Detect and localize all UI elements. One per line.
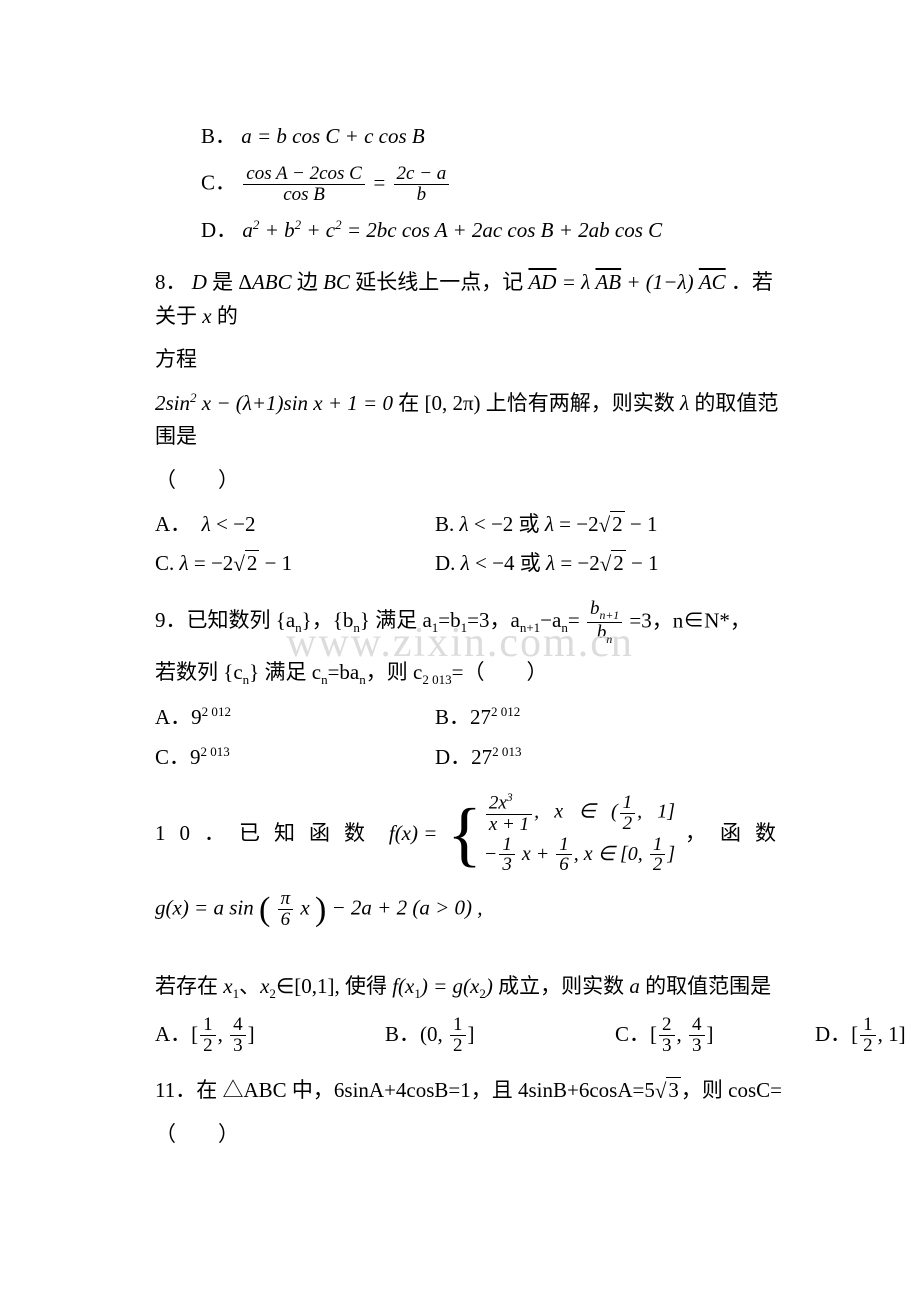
fraction: bn+1 bn <box>587 599 622 646</box>
q10-stem-line1: 10．已知函数 f(x) = { 2x3 x + 1 , x ∈ (12, 1]… <box>155 792 790 875</box>
left-paren-icon: ( <box>259 896 270 924</box>
q10-stem-line3: 若存在 x1、x2∈[0,1], 使得 f(x1) = g(x2) 成立，则实数… <box>155 970 790 1005</box>
q8-options-row2: C. λ = −22 − 1 D. λ < −4 或 λ = −22 − 1 <box>155 547 790 581</box>
numerator: π <box>278 889 294 909</box>
text: C．92 013 <box>155 745 230 769</box>
gx-label: g(x) = a sin <box>155 896 254 920</box>
q8-option-B: B. λ < −2 或 λ = −22 − 1 <box>435 508 717 542</box>
q10-options-row: A．[12, 43] B．(0, 12] C．[23, 43] D．[12, 1… <box>155 1015 790 1056</box>
text: − 2a + 2 (a > 0) , <box>332 896 483 920</box>
text: C．[23, 43] <box>615 1022 714 1046</box>
q10-option-D: D．[12, 1] <box>815 1015 920 1056</box>
q9-option-A: A．92 012 <box>155 701 435 735</box>
text: ，函数 <box>685 817 790 851</box>
q11-blank: （ ） <box>155 1118 790 1152</box>
fraction: cos A − 2cos C cos B <box>243 164 365 205</box>
option-label: B． <box>201 124 236 148</box>
text: B. λ < −2 或 λ = −22 − 1 <box>435 512 657 536</box>
numerator: 2x3 <box>486 792 532 813</box>
text: = λ <box>562 270 591 294</box>
text: 是 ΔABC 边 BC 延长线上一点，记 <box>212 270 528 294</box>
q10-option-A: A．[12, 43] <box>155 1015 385 1056</box>
q9-option-D: D．272 013 <box>435 741 581 775</box>
text: 若数列 {cn} 满足 cn=ban，则 c2 013=（ ） <box>155 660 548 684</box>
q9-stem-line2: 若数列 {cn} 满足 cn=ban，则 c2 013=（ ） <box>155 656 790 691</box>
denominator: bn <box>587 622 622 646</box>
q11-stem-line1: 11．在 △ABC 中，6sinA+4cosB=1，且 4sinB+6cosA=… <box>155 1074 790 1108</box>
denominator: cos B <box>243 184 365 205</box>
q-number: 8． <box>155 270 187 294</box>
fraction: π 6 <box>278 889 294 930</box>
formula-text: a2 + b2 + c2 = 2bc cos A + 2ac cos B + 2… <box>242 218 662 242</box>
text: 若存在 x1、x2∈[0,1], 使得 f(x1) = g(x2) 成立，则实数… <box>155 974 771 998</box>
denominator: x + 1 <box>486 814 532 835</box>
q9-options-row1: A．92 012 B．272 012 <box>155 701 790 735</box>
numerator: cos A − 2cos C <box>243 164 365 184</box>
q9-option-B: B．272 012 <box>435 701 580 735</box>
text: B．272 012 <box>435 705 520 729</box>
q7-option-D: D． a2 + b2 + c2 = 2bc cos A + 2ac cos B … <box>155 214 790 248</box>
piecewise-brace: { 2x3 x + 1 , x ∈ (12, 1] −13 x + 16, x … <box>447 792 675 875</box>
q8-option-D: D. λ < −4 或 λ = −22 − 1 <box>435 547 719 581</box>
text: C. λ = −22 − 1 <box>155 551 292 575</box>
piecewise-content: 2x3 x + 1 , x ∈ (12, 1] −13 x + 16, x ∈ … <box>484 792 675 875</box>
q10-gx-line: g(x) = a sin ( π 6 x ) − 2a + 2 (a > 0) … <box>155 889 790 930</box>
brace-icon: { <box>447 798 482 870</box>
q8-option-A: A． λ < −2 <box>155 508 435 542</box>
text: A．92 012 <box>155 705 231 729</box>
q10-option-B: B．(0, 12] <box>385 1015 615 1056</box>
text: x <box>300 896 309 920</box>
q10-option-C: C．[23, 43] <box>615 1015 815 1056</box>
q8-stem-line3: 2sin2 x − (λ+1)sin x + 1 = 0 在 [0, 2π) 上… <box>155 387 790 454</box>
fraction: 2c − a b <box>394 164 450 205</box>
text: A． λ < −2 <box>155 512 255 536</box>
equals: = <box>372 170 391 194</box>
vector: AB <box>595 270 621 294</box>
text: D．[12, 1] <box>815 1022 906 1046</box>
q9-options-row2: C．92 013 D．272 013 <box>155 741 790 775</box>
document-page: www.zixin.com.cn B． a = b cos C + c cos … <box>0 0 920 1302</box>
text: B．(0, 12] <box>385 1022 475 1046</box>
numerator: 2c − a <box>394 164 450 184</box>
q7-option-C: C． cos A − 2cos C cos B = 2c − a b <box>155 164 790 205</box>
numerator: bn+1 <box>587 599 622 622</box>
q9-stem-line1: 9．已知数列 {an}，{bn} 满足 a1=b1=3，an+1−an= bn+… <box>155 599 790 646</box>
option-label: C． <box>201 170 236 194</box>
fx-label: f(x) = <box>389 817 438 851</box>
text: D. λ < −4 或 λ = −22 − 1 <box>435 551 659 575</box>
piece-2: −13 x + 16, x ∈ [0, 12] <box>484 835 675 876</box>
text: A．[12, 43] <box>155 1022 255 1046</box>
denominator: b <box>394 184 450 205</box>
denominator: 6 <box>278 909 294 930</box>
right-paren-icon: ) <box>315 896 326 924</box>
option-label: D． <box>201 218 237 242</box>
formula-text: 2sin2 x − (λ+1)sin x + 1 = 0 <box>155 391 393 415</box>
q9-option-C: C．92 013 <box>155 741 435 775</box>
text: 11．在 △ABC 中，6sinA+4cosB=1，且 4sinB+6cosA=… <box>155 1078 782 1102</box>
q8-stem-line1: 8． D 是 ΔABC 边 BC 延长线上一点，记 AD = λ AB + (1… <box>155 266 790 333</box>
vector: AD <box>528 270 556 294</box>
text: D <box>192 270 207 294</box>
text: 9．已知数列 {an}，{bn} 满足 a1=b1=3，an+1−an= <box>155 608 580 632</box>
text: =3，n∈N*， <box>629 608 751 632</box>
text: 10．已知函数 <box>155 817 379 851</box>
vector: AC <box>699 270 726 294</box>
q8-options-row1: A． λ < −2 B. λ < −2 或 λ = −22 − 1 <box>155 508 790 542</box>
q8-option-C: C. λ = −22 − 1 <box>155 547 435 581</box>
q7-option-B: B． a = b cos C + c cos B <box>155 120 790 154</box>
q8-blank: （ ） <box>155 464 790 498</box>
q8-stem-line2: 方程 <box>155 343 790 377</box>
text: D．272 013 <box>435 745 521 769</box>
piece-1: 2x3 x + 1 , x ∈ (12, 1] <box>484 792 675 834</box>
formula-text: a = b cos C + c cos B <box>241 124 424 148</box>
text: + (1−λ) <box>626 270 693 294</box>
